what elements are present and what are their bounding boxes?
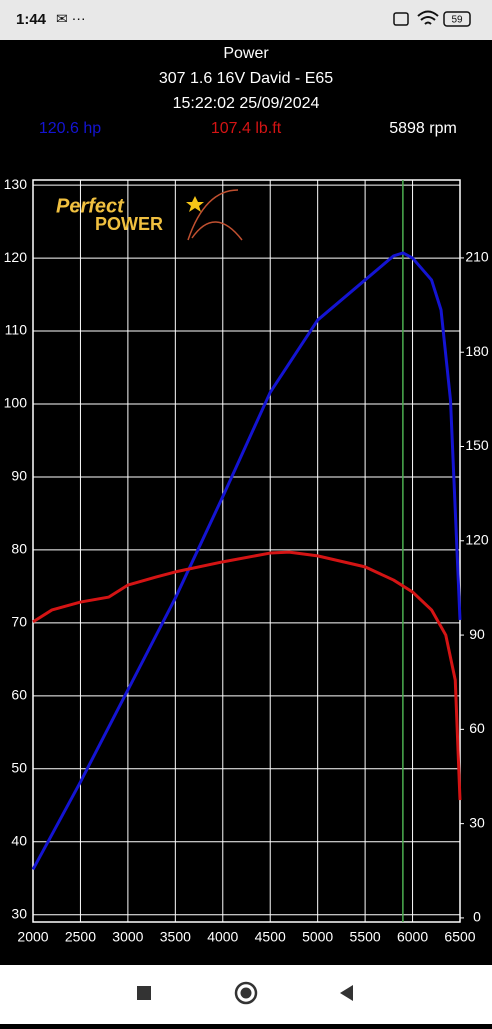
- y-tick-label: 30: [11, 905, 27, 921]
- x-tick-label: 5000: [302, 929, 333, 945]
- y-tick-label: 90: [11, 468, 27, 484]
- x-tick-label: 2000: [17, 929, 48, 945]
- x-tick-label: 4000: [207, 929, 238, 945]
- nav-home-dot: [240, 987, 252, 999]
- y-tick-label: 70: [11, 614, 27, 630]
- readout: 5898 rpm: [389, 120, 457, 137]
- nav-home[interactable]: [234, 981, 258, 1005]
- y2-tick-label: 90: [469, 626, 485, 642]
- y-tick-label: 130: [4, 176, 28, 192]
- plot-frame: [32, 179, 461, 923]
- nav-recent[interactable]: [137, 986, 151, 1000]
- logo: Perfect: [56, 195, 125, 217]
- series-line: [31, 251, 462, 871]
- battery-level: 59: [451, 15, 463, 26]
- y2-tick-label: 150: [465, 437, 489, 453]
- y2-tick-label: 30: [469, 814, 485, 830]
- y-tick-label: 100: [4, 395, 28, 411]
- logo-star: [186, 196, 204, 212]
- logo: POWER: [95, 214, 163, 234]
- y-tick-label: 120: [4, 249, 28, 265]
- y-tick-label: 110: [5, 322, 28, 338]
- y2-tick-label: 0: [473, 909, 481, 925]
- status-time: 1:44: [16, 11, 47, 28]
- y-tick-label: 50: [11, 759, 27, 775]
- x-tick-label: 6500: [444, 929, 475, 945]
- sim-icon: [393, 12, 409, 26]
- x-tick-label: 2500: [65, 929, 96, 945]
- y-tick-label: 40: [11, 832, 27, 848]
- x-tick-label: 3000: [112, 929, 143, 945]
- nav-back[interactable]: [340, 985, 353, 1001]
- subtitle: 307 1.6 16V David - E65: [159, 70, 333, 87]
- status-bar: [0, 0, 492, 40]
- x-tick-label: 4500: [255, 929, 286, 945]
- y2-tick-label: 60: [469, 720, 485, 736]
- x-tick-label: 3500: [160, 929, 191, 945]
- battery-icon: [443, 11, 471, 27]
- y2-tick-label: 210: [465, 249, 489, 265]
- readout: 120.6 hp: [39, 120, 101, 137]
- readout: 107.4 lb.ft: [211, 120, 282, 137]
- subtitle: 15:22:02 25/09/2024: [173, 95, 320, 112]
- y-tick-label: 60: [11, 687, 27, 703]
- logo-swoosh: [187, 189, 243, 241]
- x-tick-label: 6000: [397, 929, 428, 945]
- wifi-icon: [417, 10, 439, 25]
- x-tick-label: 5500: [350, 929, 381, 945]
- chart-title: Power: [223, 45, 269, 62]
- y-tick-label: 80: [11, 541, 27, 557]
- y2-tick-label: 180: [465, 343, 489, 359]
- y2-tick-label: 120: [465, 531, 489, 547]
- series-line: [32, 550, 462, 801]
- status-icons: ✉ ⋯: [56, 11, 86, 27]
